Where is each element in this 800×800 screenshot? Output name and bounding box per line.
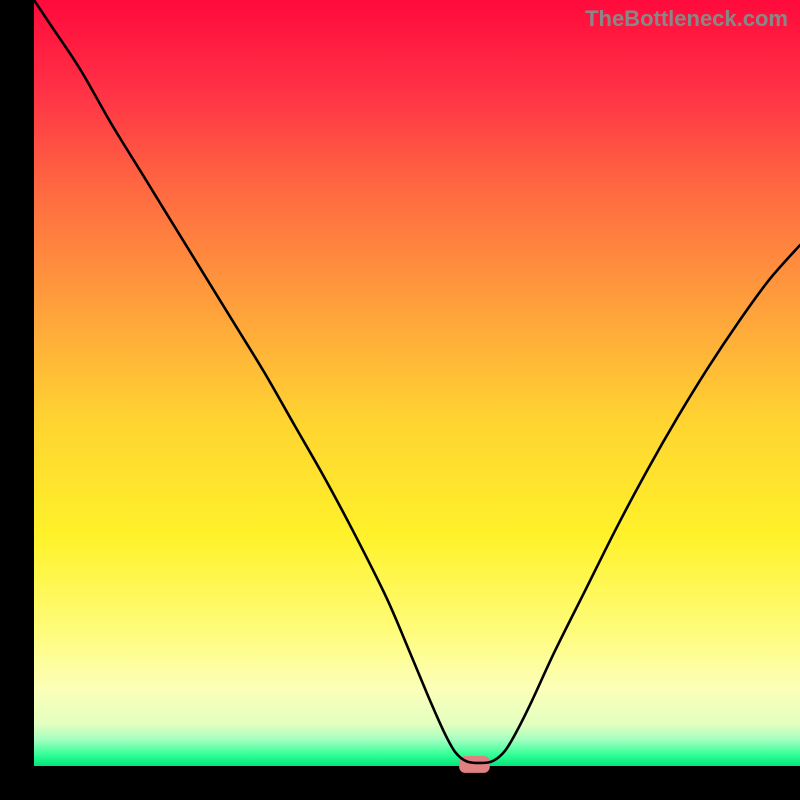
chart-svg (0, 0, 800, 800)
bottleneck-chart: TheBottleneck.com (0, 0, 800, 800)
watermark-label: TheBottleneck.com (585, 6, 788, 32)
plot-background (34, 0, 800, 766)
